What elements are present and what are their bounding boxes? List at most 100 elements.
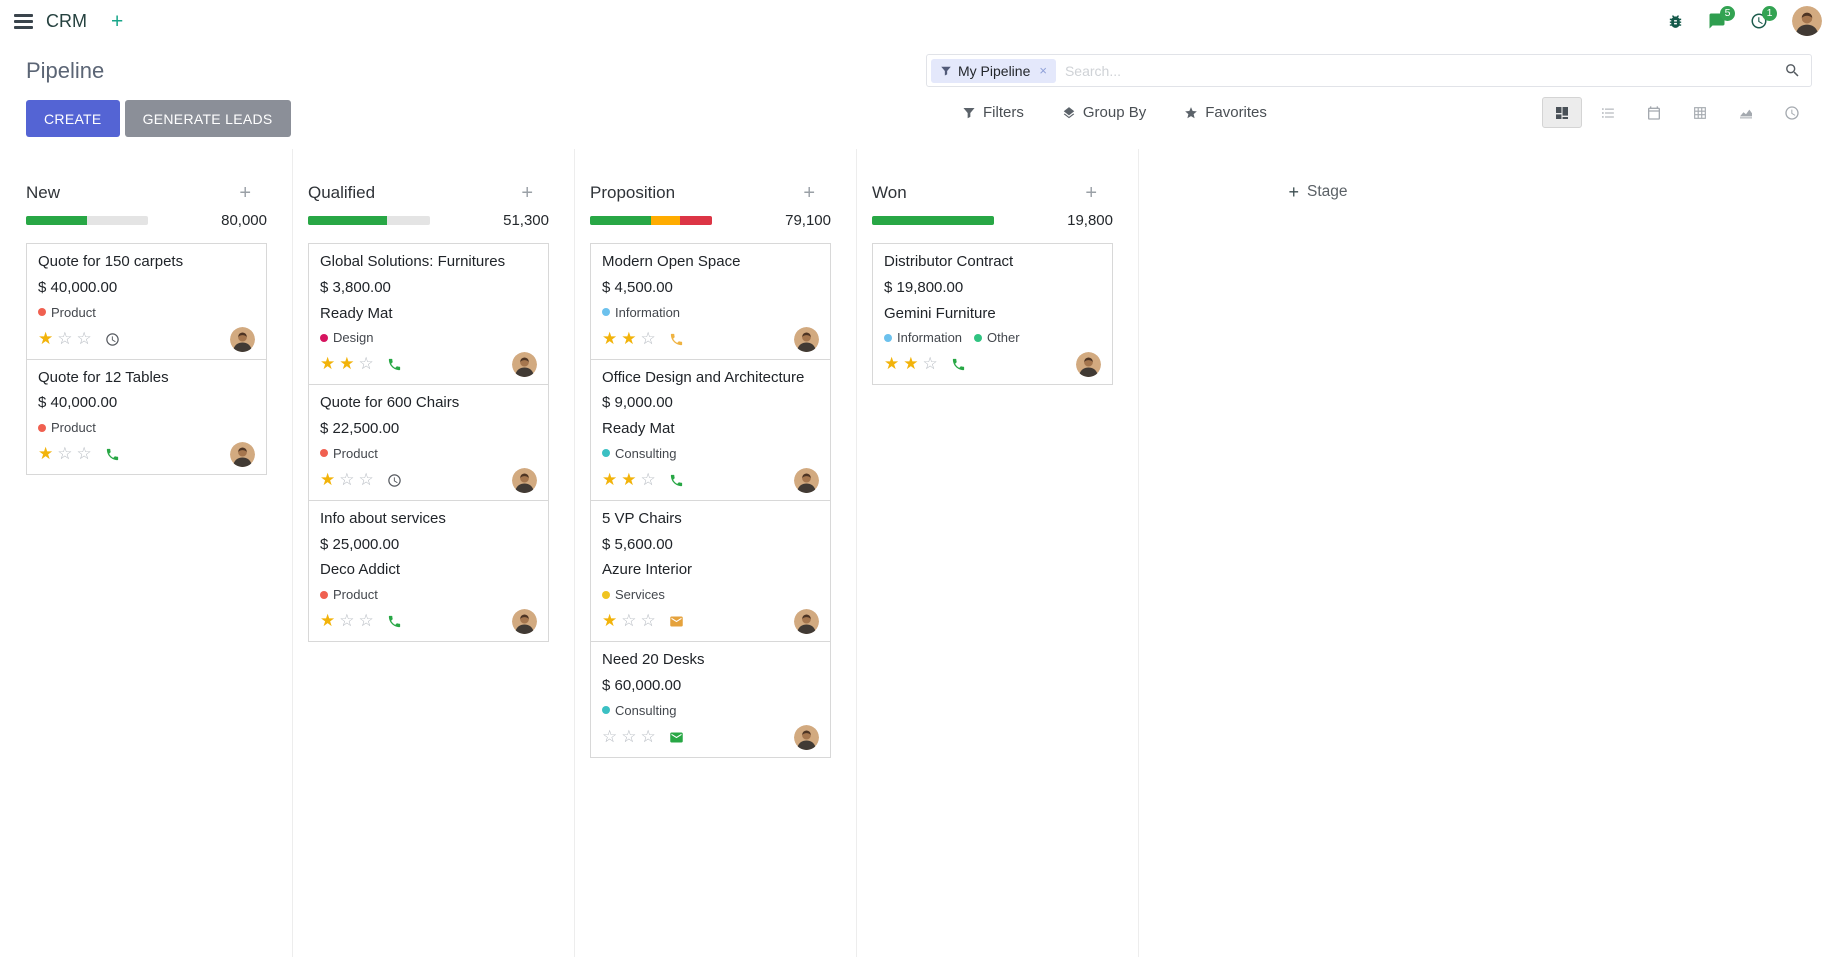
priority-star[interactable]: ★: [621, 469, 637, 490]
progress-segment[interactable]: [26, 216, 87, 225]
tag[interactable]: Other: [974, 330, 1020, 345]
priority-star[interactable]: ★: [38, 328, 54, 349]
stage-progressbar[interactable]: [590, 216, 712, 225]
search-bar[interactable]: My Pipeline ×: [926, 54, 1812, 87]
priority-star[interactable]: ☆: [640, 726, 656, 747]
priority-star[interactable]: ★: [903, 354, 919, 375]
facet-remove-icon[interactable]: ×: [1039, 63, 1047, 78]
view-switch-list[interactable]: [1588, 97, 1628, 128]
activity-phone-icon[interactable]: [669, 332, 684, 347]
group-by-menu[interactable]: Group By: [1062, 104, 1146, 121]
tag[interactable]: Product: [38, 420, 96, 435]
tag[interactable]: Services: [602, 587, 665, 602]
priority-star[interactable]: ☆: [57, 444, 73, 464]
kanban-card[interactable]: Quote for 12 Tables $ 40,000.00 Product ★ ☆ ☆: [26, 358, 267, 475]
activity-envelope-icon[interactable]: [669, 614, 684, 629]
priority-star[interactable]: ★: [602, 328, 618, 349]
priority-star[interactable]: ☆: [76, 444, 92, 464]
search-input[interactable]: [1064, 62, 1784, 79]
kanban-card[interactable]: Quote for 150 carpets $ 40,000.00 Product ★…: [26, 243, 267, 360]
kanban-card[interactable]: 5 VP Chairs $ 5,600.00 Azure Interior Servi…: [590, 499, 831, 642]
tag[interactable]: Product: [38, 305, 96, 320]
quick-create-button[interactable]: +: [521, 182, 533, 204]
priority-star[interactable]: ☆: [76, 328, 92, 349]
kanban-card[interactable]: Modern Open Space $ 4,500.00 Information ★ ★…: [590, 243, 831, 360]
stage-progressbar[interactable]: [308, 216, 430, 225]
salesperson-avatar[interactable]: [512, 467, 537, 493]
view-switch-activity[interactable]: [1772, 97, 1812, 128]
tag[interactable]: Information: [602, 305, 680, 320]
quick-create-button[interactable]: +: [239, 182, 251, 204]
stage-name[interactable]: Qualified: [308, 183, 376, 202]
priority-star[interactable]: ★: [320, 611, 336, 631]
generate-leads-button[interactable]: GENERATE LEADS: [124, 100, 291, 137]
priority-star[interactable]: ★: [884, 354, 900, 375]
kanban-card[interactable]: Info about services $ 25,000.00 Deco Addic…: [308, 499, 549, 642]
activities-button[interactable]: 1: [1750, 6, 1777, 30]
view-switch-calendar[interactable]: [1634, 97, 1674, 128]
salesperson-avatar[interactable]: [794, 467, 819, 493]
activity-phone-icon[interactable]: [951, 357, 966, 372]
priority-star[interactable]: ★: [602, 611, 618, 631]
stage-progressbar[interactable]: [26, 216, 148, 225]
view-switch-graph[interactable]: [1726, 97, 1766, 128]
salesperson-avatar[interactable]: [512, 352, 537, 378]
activity-phone-icon[interactable]: [387, 357, 402, 372]
tag[interactable]: Consulting: [602, 703, 676, 718]
tag[interactable]: Information: [884, 330, 962, 345]
search-icon[interactable]: [1784, 62, 1801, 79]
salesperson-avatar[interactable]: [794, 724, 819, 750]
app-name[interactable]: CRM: [46, 10, 87, 31]
view-switch-pivot[interactable]: [1680, 97, 1720, 128]
progress-segment[interactable]: [308, 216, 388, 225]
kanban-card[interactable]: Distributor Contract $ 19,800.00 Gemini Fu…: [872, 243, 1113, 386]
priority-star[interactable]: ☆: [640, 611, 656, 631]
priority-star[interactable]: ☆: [339, 611, 355, 631]
priority-star[interactable]: ☆: [640, 469, 656, 490]
priority-star[interactable]: ☆: [621, 611, 637, 631]
salesperson-avatar[interactable]: [230, 326, 255, 352]
priority-star[interactable]: ☆: [922, 354, 938, 375]
view-switch-kanban[interactable]: [1542, 97, 1582, 128]
kanban-card[interactable]: Office Design and Architecture $ 9,000.00…: [590, 358, 831, 501]
salesperson-avatar[interactable]: [794, 609, 819, 634]
salesperson-avatar[interactable]: [1076, 352, 1101, 378]
user-avatar[interactable]: [1792, 6, 1822, 36]
activity-envelope-icon[interactable]: [669, 730, 684, 745]
filters-menu[interactable]: Filters: [962, 104, 1024, 121]
quick-create-button[interactable]: +: [803, 182, 815, 204]
stage-name[interactable]: Won: [872, 183, 907, 202]
priority-star[interactable]: ☆: [339, 469, 355, 490]
priority-star[interactable]: ★: [602, 469, 618, 490]
stage-name[interactable]: Proposition: [590, 183, 676, 202]
add-stage-button[interactable]: + Stage: [1168, 183, 1468, 201]
salesperson-avatar[interactable]: [512, 609, 537, 634]
progress-segment[interactable]: [651, 216, 681, 225]
progress-segment[interactable]: [590, 216, 651, 225]
priority-star[interactable]: ☆: [57, 328, 73, 349]
priority-star[interactable]: ☆: [602, 726, 618, 747]
activity-phone-icon[interactable]: [105, 447, 120, 462]
kanban-card[interactable]: Quote for 600 Chairs $ 22,500.00 Product ★ ☆…: [308, 384, 549, 501]
salesperson-avatar[interactable]: [230, 442, 255, 467]
messages-button[interactable]: 5: [1708, 6, 1735, 30]
apps-menu-icon[interactable]: [14, 13, 33, 29]
quick-create-button[interactable]: +: [1085, 182, 1097, 204]
progress-segment[interactable]: [872, 216, 994, 225]
priority-star[interactable]: ☆: [358, 354, 374, 375]
activity-clock-icon[interactable]: [105, 332, 120, 347]
kanban-card[interactable]: Need 20 Desks $ 60,000.00 Consulting ☆ ☆ ☆: [590, 641, 831, 758]
priority-star[interactable]: ★: [320, 354, 336, 375]
salesperson-avatar[interactable]: [794, 326, 819, 352]
debug-button[interactable]: [1667, 13, 1684, 30]
tag[interactable]: Consulting: [602, 446, 676, 461]
priority-star[interactable]: ★: [339, 354, 355, 375]
create-button[interactable]: CREATE: [26, 100, 120, 137]
priority-star[interactable]: ☆: [358, 469, 374, 490]
priority-star[interactable]: ☆: [621, 726, 637, 747]
priority-star[interactable]: ★: [38, 444, 54, 464]
search-facet[interactable]: My Pipeline ×: [931, 58, 1056, 83]
priority-star[interactable]: ★: [621, 328, 637, 349]
stage-name[interactable]: New: [26, 183, 61, 202]
activity-phone-icon[interactable]: [387, 614, 402, 629]
